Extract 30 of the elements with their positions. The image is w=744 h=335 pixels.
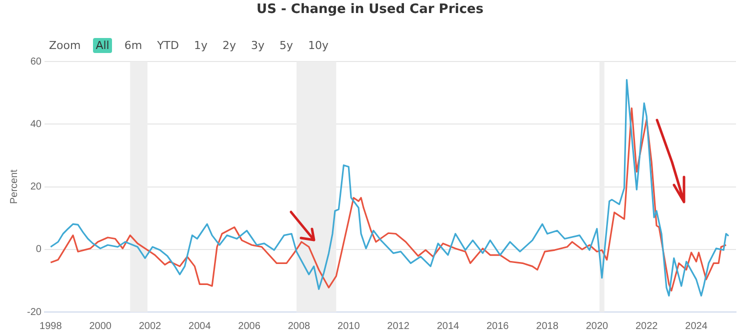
y-tick-label: 0 <box>36 244 42 256</box>
x-tick-label: 2014 <box>436 320 460 332</box>
x-tick-label: 2024 <box>685 320 708 332</box>
x-tick-label: 2020 <box>586 320 609 332</box>
y-tick-label: 60 <box>30 56 42 68</box>
text: 5y <box>278 38 294 53</box>
x-tick-label: 2018 <box>536 320 559 332</box>
chart-title: US - Change in Used Car Prices <box>256 2 484 18</box>
x-tick-label: 1998 <box>40 320 62 332</box>
y-tick-label: 40 <box>30 118 42 130</box>
y-tick-label: 20 <box>30 182 42 193</box>
text: 3y <box>250 38 266 53</box>
x-tick-label: 2016 <box>486 320 510 332</box>
x-tick-label: 2000 <box>89 320 112 332</box>
x-tick-label: 2008 <box>288 320 311 332</box>
y-axis-title: Percent <box>8 169 20 204</box>
x-tick-label: 2004 <box>188 320 212 332</box>
y-tick-label: -20 <box>27 306 42 318</box>
x-tick-label: 2010 <box>338 320 360 332</box>
text: 1y <box>193 38 209 53</box>
x-tick-label: 2012 <box>387 320 410 332</box>
x-tick-label: 2022 <box>635 320 658 332</box>
x-tick-label: 2006 <box>238 320 261 332</box>
text: 6m <box>123 38 144 53</box>
text: YTD <box>156 38 180 53</box>
x-tick-label: 2002 <box>138 320 162 332</box>
text: 2y <box>222 38 238 53</box>
text: 10y <box>307 38 330 53</box>
text: All <box>92 38 112 53</box>
text: Zoom <box>48 38 82 53</box>
